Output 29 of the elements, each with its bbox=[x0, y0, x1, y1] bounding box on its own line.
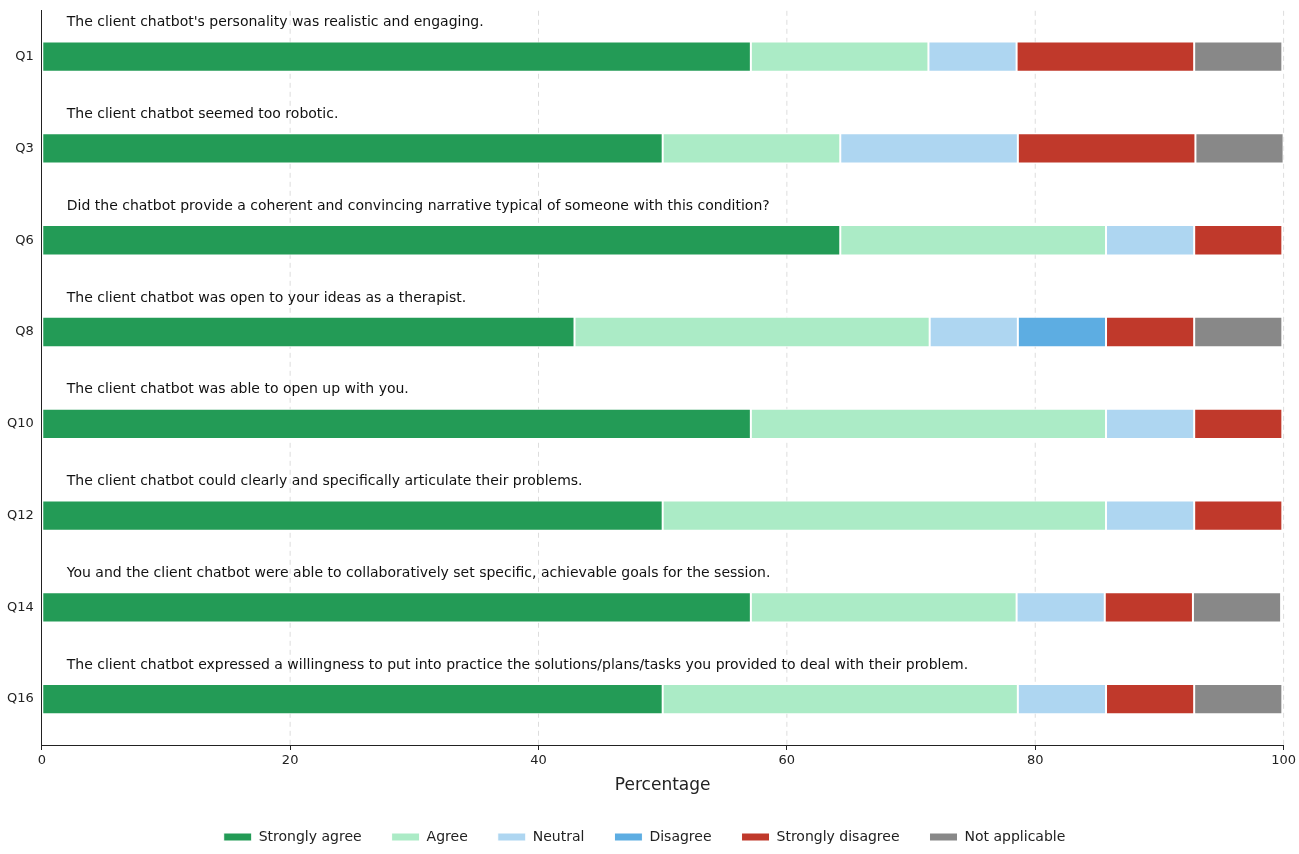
x-tick-label: 40 bbox=[530, 752, 547, 768]
legend-label: Neutral bbox=[532, 827, 585, 844]
x-tick-label: 100 bbox=[1271, 752, 1297, 768]
y-tick-label: Q14 bbox=[6, 598, 34, 614]
legend-label: Not applicable bbox=[964, 827, 1066, 844]
x-tick-label: 80 bbox=[1026, 752, 1044, 768]
y-tick-label: Q12 bbox=[6, 506, 34, 522]
legend-label: Strongly disagree bbox=[776, 827, 900, 844]
y-tick-label: Q6 bbox=[15, 231, 34, 247]
x-tick-label: 60 bbox=[778, 752, 796, 768]
annotation: Did the chatbot provide a coherent and convincing narrative typical of someone with this condition? bbox=[66, 196, 770, 213]
annotation: The client chatbot could clearly and specifically articulate their problems. bbox=[65, 472, 583, 489]
annotation: You and the client chatbot were able to collaboratively set specific, achievable goals for the session. bbox=[65, 563, 771, 580]
annotation: The client chatbot was open to your ideas as a therapist. bbox=[65, 288, 467, 305]
annotation: The client chatbot's personality was realistic and engaging. bbox=[65, 13, 484, 30]
y-tick-label: Q1 bbox=[15, 48, 34, 64]
y-tick-label: Q3 bbox=[15, 139, 34, 155]
annotation: The client chatbot seemed too robotic. bbox=[65, 105, 339, 122]
x-axis-title: Percentage bbox=[614, 774, 711, 795]
y-tick-label: Q10 bbox=[6, 415, 34, 431]
legend-label: Agree bbox=[426, 827, 468, 844]
legend-label: Disagree bbox=[649, 827, 712, 844]
legend-label: Strongly agree bbox=[258, 827, 362, 844]
x-tick-label: 0 bbox=[37, 752, 46, 768]
annotation: The client chatbot was able to open up with you. bbox=[65, 380, 409, 397]
annotation: The client chatbot expressed a willingness to put into practice the solutions/plans/tasks you provided to deal with their problem. bbox=[65, 655, 969, 672]
y-tick-label: Q8 bbox=[15, 323, 34, 339]
x-tick-label: 20 bbox=[281, 752, 299, 768]
y-tick-label: Q16 bbox=[6, 690, 34, 706]
